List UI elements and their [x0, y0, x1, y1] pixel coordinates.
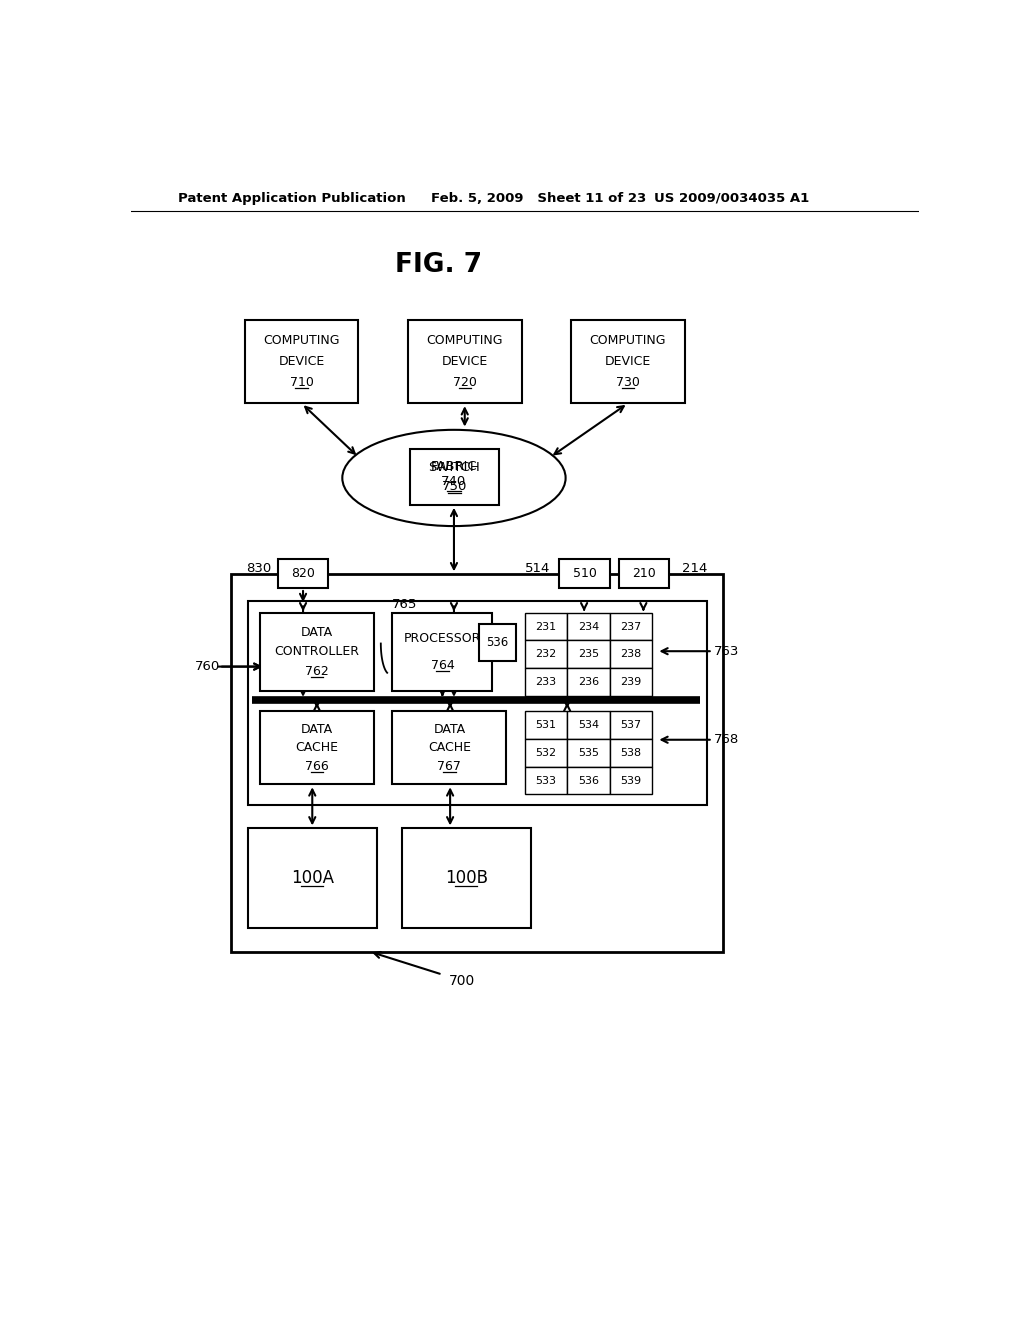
Text: COMPUTING: COMPUTING — [590, 334, 667, 347]
Text: 760: 760 — [195, 660, 220, 673]
Text: Feb. 5, 2009   Sheet 11 of 23: Feb. 5, 2009 Sheet 11 of 23 — [431, 191, 646, 205]
Text: US 2009/0034035 A1: US 2009/0034035 A1 — [654, 191, 809, 205]
Text: Patent Application Publication: Patent Application Publication — [178, 191, 407, 205]
Bar — [567, 711, 609, 739]
Bar — [524, 739, 567, 767]
Bar — [524, 711, 567, 739]
Text: 730: 730 — [616, 376, 640, 389]
Bar — [618, 558, 669, 589]
Text: 539: 539 — [621, 776, 641, 785]
Text: 237: 237 — [621, 622, 641, 631]
Text: 536: 536 — [578, 776, 599, 785]
Text: 231: 231 — [536, 622, 556, 631]
Bar — [524, 612, 567, 640]
Text: 234: 234 — [578, 622, 599, 631]
Bar — [230, 574, 724, 952]
Text: 765: 765 — [392, 598, 418, 611]
Text: 233: 233 — [536, 677, 556, 686]
Bar — [392, 612, 493, 692]
Text: 767: 767 — [437, 759, 461, 772]
Text: FIG. 7: FIG. 7 — [395, 252, 482, 277]
Text: 238: 238 — [621, 649, 641, 659]
Text: 533: 533 — [536, 776, 556, 785]
Bar — [478, 624, 515, 661]
Text: 510: 510 — [572, 566, 596, 579]
Bar — [609, 767, 652, 795]
Text: DATA: DATA — [301, 723, 333, 737]
Text: 740: 740 — [441, 475, 467, 488]
Bar — [559, 558, 609, 589]
Text: 531: 531 — [536, 721, 556, 730]
Text: 768: 768 — [714, 733, 739, 746]
Text: 538: 538 — [621, 748, 641, 758]
Text: 750: 750 — [441, 480, 467, 492]
Text: 235: 235 — [578, 649, 599, 659]
Bar — [609, 739, 652, 767]
Text: 763: 763 — [714, 644, 739, 657]
Bar — [524, 767, 567, 795]
Text: 720: 720 — [453, 376, 477, 389]
Bar — [567, 612, 609, 640]
Bar — [567, 668, 609, 696]
Bar — [260, 612, 374, 692]
Text: CONTROLLER: CONTROLLER — [274, 645, 359, 659]
Bar — [248, 829, 377, 928]
Text: COMPUTING: COMPUTING — [263, 334, 340, 347]
Bar — [571, 321, 685, 404]
Bar — [260, 711, 374, 784]
Bar — [248, 601, 707, 805]
Text: 830: 830 — [246, 561, 271, 574]
Text: 100A: 100A — [291, 870, 334, 887]
Text: 534: 534 — [578, 721, 599, 730]
Bar — [245, 321, 358, 404]
Ellipse shape — [342, 430, 565, 527]
Text: DATA: DATA — [433, 723, 465, 737]
Text: 537: 537 — [621, 721, 641, 730]
Text: COMPUTING: COMPUTING — [426, 334, 503, 347]
Text: DEVICE: DEVICE — [441, 355, 487, 368]
Text: 100B: 100B — [444, 870, 487, 887]
Text: DEVICE: DEVICE — [279, 355, 325, 368]
Text: 232: 232 — [536, 649, 557, 659]
Text: 535: 535 — [578, 748, 599, 758]
Bar — [567, 640, 609, 668]
Bar — [401, 829, 531, 928]
Text: 210: 210 — [632, 566, 655, 579]
Text: CACHE: CACHE — [295, 742, 338, 754]
Text: SWITCH: SWITCH — [428, 462, 480, 474]
Bar — [609, 640, 652, 668]
Text: 214: 214 — [682, 561, 708, 574]
Text: 700: 700 — [449, 974, 475, 987]
Text: PROCESSOR: PROCESSOR — [403, 632, 481, 645]
Bar — [410, 450, 499, 506]
Bar — [524, 668, 567, 696]
Text: 820: 820 — [292, 566, 315, 579]
Bar — [609, 711, 652, 739]
Text: 762: 762 — [305, 665, 329, 678]
Bar — [567, 739, 609, 767]
Bar — [279, 558, 329, 589]
Bar — [524, 640, 567, 668]
Text: FABRIC: FABRIC — [431, 459, 477, 473]
Bar — [392, 711, 506, 784]
Text: 239: 239 — [621, 677, 641, 686]
Text: DATA: DATA — [301, 626, 333, 639]
Text: 536: 536 — [486, 636, 508, 649]
Bar — [609, 612, 652, 640]
Text: 532: 532 — [536, 748, 556, 758]
Text: DEVICE: DEVICE — [605, 355, 651, 368]
Text: CACHE: CACHE — [428, 742, 471, 754]
Text: 710: 710 — [290, 376, 313, 389]
Bar — [609, 668, 652, 696]
Text: 764: 764 — [430, 659, 455, 672]
Text: 766: 766 — [305, 759, 329, 772]
Text: 236: 236 — [578, 677, 599, 686]
Bar — [408, 321, 521, 404]
Text: 514: 514 — [525, 561, 550, 574]
Bar — [567, 767, 609, 795]
